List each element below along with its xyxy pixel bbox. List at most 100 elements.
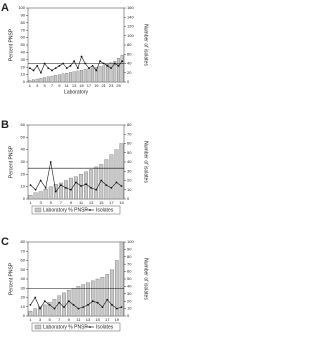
y2-tick-label: 0 [127,196,130,201]
x-tick-label: 5 [48,317,51,322]
y2-tick-label: 80 [127,254,132,259]
x-tick-label: 13 [89,200,94,205]
isolates-point [58,301,61,304]
bar [35,78,39,83]
y-tick-label: 20 [21,295,26,300]
y-tick-label: 0 [23,79,26,84]
isolates-point [49,161,52,163]
bar [50,75,54,83]
bar [76,286,81,317]
isolates-point [48,304,51,306]
y-tick-label: 20 [21,171,26,176]
bar [120,55,124,83]
isolates-point [39,179,42,182]
y2-tick-label: 100 [127,33,134,38]
bar [43,188,48,200]
y-tick-label: 40 [21,147,26,152]
x-tick-label: 11 [76,317,81,322]
bar [65,72,69,83]
x-tick-label: 21 [101,83,106,88]
isolates-point [80,185,82,187]
y2-tick-label: 40 [127,159,132,164]
x-tick-label: 9 [58,83,61,88]
y2-tick-label: 0 [127,79,130,84]
isolates-point [70,188,72,191]
x-tick-label: 3 [39,317,42,322]
y-axis-label: Percent PNSP [8,28,14,61]
x-tick-label: 19 [119,200,124,205]
isolates-point [87,304,89,306]
isolates-point [82,306,85,309]
bar [39,78,43,83]
bar [94,166,99,200]
bar [90,280,95,317]
bar [72,71,76,83]
y2-tick-label: 30 [127,291,132,296]
isolates-point [28,67,31,70]
y-tick-label: 50 [21,134,26,139]
x-tick-label: 25 [116,83,121,88]
y-tick-label: 10 [21,304,26,309]
x-tick-label: 1 [29,200,32,205]
isolates-point [29,184,32,187]
isolates-point [69,64,72,67]
y2-tick-label: 100 [127,239,134,244]
y-tick-label: 60 [21,122,26,127]
y-tick-label: 10 [21,184,26,189]
isolates-point [54,190,57,193]
bar [32,79,35,83]
isolates-point [96,301,99,304]
isolates-point [101,306,104,309]
isolates-point [65,67,68,70]
bar [58,182,63,200]
isolates-point [77,307,80,310]
y2-tick-label: 40 [127,61,132,66]
isolates-point [72,304,75,306]
x-tick-label: 7 [51,83,54,88]
x-tick-label: 19 [94,83,99,88]
bar [114,149,119,200]
bar [100,276,105,317]
bar [38,191,43,200]
legend-label: Isolates [96,324,114,330]
isolates-point [29,304,32,306]
x-tick-label: 11 [79,200,84,205]
y-tick-label: 80 [21,239,26,244]
bar [105,64,109,83]
y2-tick-label: 20 [127,70,132,75]
bar [28,195,33,200]
isolates-point [105,184,108,187]
isolates-point [43,300,46,303]
x-tick-label: 19 [115,317,120,322]
isolates-point [84,62,87,65]
isolates-point [106,64,109,67]
y-tick-label: 60 [21,258,26,263]
y2-tick-label: 50 [127,276,132,281]
bar [87,68,91,83]
y-tick-label: 0 [23,313,26,318]
bar [98,66,102,83]
bar [63,180,68,200]
y2-tick-label: 80 [127,122,132,127]
isolates-point [90,187,93,189]
bar [83,69,87,83]
y2-axis-label: Number of isolates [143,141,149,183]
bar [95,278,100,317]
isolates-point [111,304,113,306]
y2-tick-label: 70 [127,261,132,266]
isolates-point [91,64,94,67]
y2-tick-label: 60 [127,141,132,146]
y2-tick-label: 20 [127,298,132,303]
legend-dot [89,326,91,328]
isolates-point [63,306,65,309]
bar [43,77,47,83]
x-tick-label: 23 [109,83,114,88]
bar [54,75,58,83]
bar [113,61,117,83]
isolates-point [85,183,88,186]
isolates-point [47,67,50,70]
isolates-point [34,296,37,299]
bar [57,74,61,83]
x-tick-label: 13 [86,317,91,322]
bar [57,295,62,317]
